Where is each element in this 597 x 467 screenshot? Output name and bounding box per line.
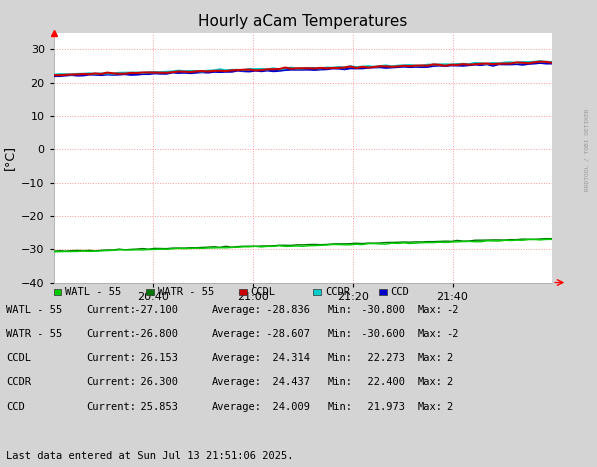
Text: 25.853: 25.853 bbox=[128, 402, 179, 412]
Text: Current:: Current: bbox=[87, 329, 137, 339]
Text: -26.800: -26.800 bbox=[128, 329, 179, 339]
Text: Current:: Current: bbox=[87, 304, 137, 315]
Text: CCDL: CCDL bbox=[6, 353, 31, 363]
Text: -2: -2 bbox=[447, 304, 459, 315]
Text: Min:: Min: bbox=[327, 377, 352, 388]
Title: Hourly aCam Temperatures: Hourly aCam Temperatures bbox=[198, 14, 408, 29]
Text: 26.153: 26.153 bbox=[128, 353, 179, 363]
Text: 2: 2 bbox=[447, 402, 453, 412]
Text: 24.314: 24.314 bbox=[260, 353, 310, 363]
Text: -30.600: -30.600 bbox=[355, 329, 405, 339]
Text: Last data entered at Sun Jul 13 21:51:06 2025.: Last data entered at Sun Jul 13 21:51:06… bbox=[6, 452, 294, 461]
Text: CCD: CCD bbox=[6, 402, 24, 412]
Text: CCDL: CCDL bbox=[250, 287, 275, 297]
Text: 2: 2 bbox=[447, 377, 453, 388]
Text: Max:: Max: bbox=[418, 402, 443, 412]
Text: WATL - 55: WATL - 55 bbox=[6, 304, 62, 315]
Text: Min:: Min: bbox=[327, 304, 352, 315]
Text: Average:: Average: bbox=[212, 402, 262, 412]
Text: Min:: Min: bbox=[327, 402, 352, 412]
Text: WATR - 55: WATR - 55 bbox=[158, 287, 214, 297]
Text: Average:: Average: bbox=[212, 304, 262, 315]
Text: WATR - 55: WATR - 55 bbox=[6, 329, 62, 339]
Text: 22.273: 22.273 bbox=[355, 353, 405, 363]
Text: CCD: CCD bbox=[390, 287, 409, 297]
Text: 26.300: 26.300 bbox=[128, 377, 179, 388]
Y-axis label: [°C]: [°C] bbox=[2, 145, 16, 170]
Text: 21.973: 21.973 bbox=[355, 402, 405, 412]
Text: 24.437: 24.437 bbox=[260, 377, 310, 388]
Text: CCDR: CCDR bbox=[6, 377, 31, 388]
Text: Average:: Average: bbox=[212, 377, 262, 388]
Text: Max:: Max: bbox=[418, 304, 443, 315]
Text: Current:: Current: bbox=[87, 353, 137, 363]
Text: Current:: Current: bbox=[87, 402, 137, 412]
Text: -27.100: -27.100 bbox=[128, 304, 179, 315]
Text: Max:: Max: bbox=[418, 353, 443, 363]
Text: Current:: Current: bbox=[87, 377, 137, 388]
Text: 2: 2 bbox=[447, 353, 453, 363]
Text: Min:: Min: bbox=[327, 329, 352, 339]
Text: 22.400: 22.400 bbox=[355, 377, 405, 388]
Text: RRDTOOL / TOBI OETIKER: RRDTOOL / TOBI OETIKER bbox=[584, 108, 589, 191]
Text: WATL - 55: WATL - 55 bbox=[65, 287, 121, 297]
Text: -30.800: -30.800 bbox=[355, 304, 405, 315]
Text: Average:: Average: bbox=[212, 329, 262, 339]
Text: -28.607: -28.607 bbox=[260, 329, 310, 339]
Text: -28.836: -28.836 bbox=[260, 304, 310, 315]
Text: Max:: Max: bbox=[418, 329, 443, 339]
Text: Min:: Min: bbox=[327, 353, 352, 363]
Text: -2: -2 bbox=[447, 329, 459, 339]
Text: CCDR: CCDR bbox=[325, 287, 350, 297]
Text: Average:: Average: bbox=[212, 353, 262, 363]
Text: Max:: Max: bbox=[418, 377, 443, 388]
Text: 24.009: 24.009 bbox=[260, 402, 310, 412]
